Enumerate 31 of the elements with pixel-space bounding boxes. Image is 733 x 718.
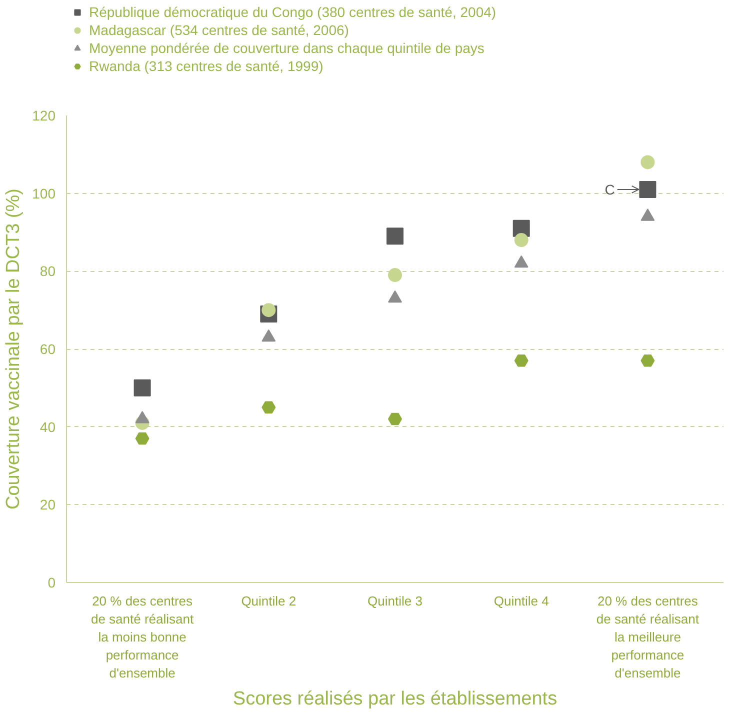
point (262, 303, 276, 318)
point (262, 401, 276, 414)
y-tick-label: 20 (40, 496, 56, 513)
legend-label: République démocratique du Congo (380 centres de santé, 2004) (89, 4, 496, 20)
y-tick-label: 80 (40, 263, 56, 280)
legend-label: Moyenne pondérée de couverture dans chaque quintile de pays (89, 40, 484, 56)
y-tick-label: 60 (40, 341, 56, 357)
y-tick-label: 0 (48, 574, 56, 590)
x-tick-label: 20 % des centres de santé réalisant la moins bonne performance d'ensemble (90, 594, 194, 680)
point (388, 268, 402, 282)
x-tick-label: Quintile 3 (368, 594, 422, 608)
point (514, 233, 528, 248)
y-tick-label: 100 (32, 185, 56, 202)
y-tick-label: 120 (32, 108, 56, 124)
point (135, 432, 150, 445)
legend-label: Madagascar (534 centres de santé, 2006) (89, 22, 349, 38)
point (514, 354, 528, 367)
point (386, 228, 404, 245)
y-axis-title: Couverture vaccinale par le DCT3 (%) (3, 188, 24, 510)
point (388, 412, 402, 426)
x-tick-label: Quintile 2 (241, 594, 296, 608)
x-axis-title: Scores réalisés par les établissements (232, 688, 558, 710)
legend-label: Rwanda (313 centres de santé, 1999) (89, 58, 324, 74)
x-tick-label: Quintile 4 (494, 594, 549, 608)
point (640, 155, 655, 170)
x-tick-label: 20 % des centres de santé réalisant la meilleure performance d'ensemble (596, 594, 700, 680)
point (639, 180, 656, 198)
y-tick-label: 40 (40, 418, 56, 435)
annotation: C (604, 181, 615, 198)
point (134, 379, 151, 396)
point (640, 354, 655, 367)
